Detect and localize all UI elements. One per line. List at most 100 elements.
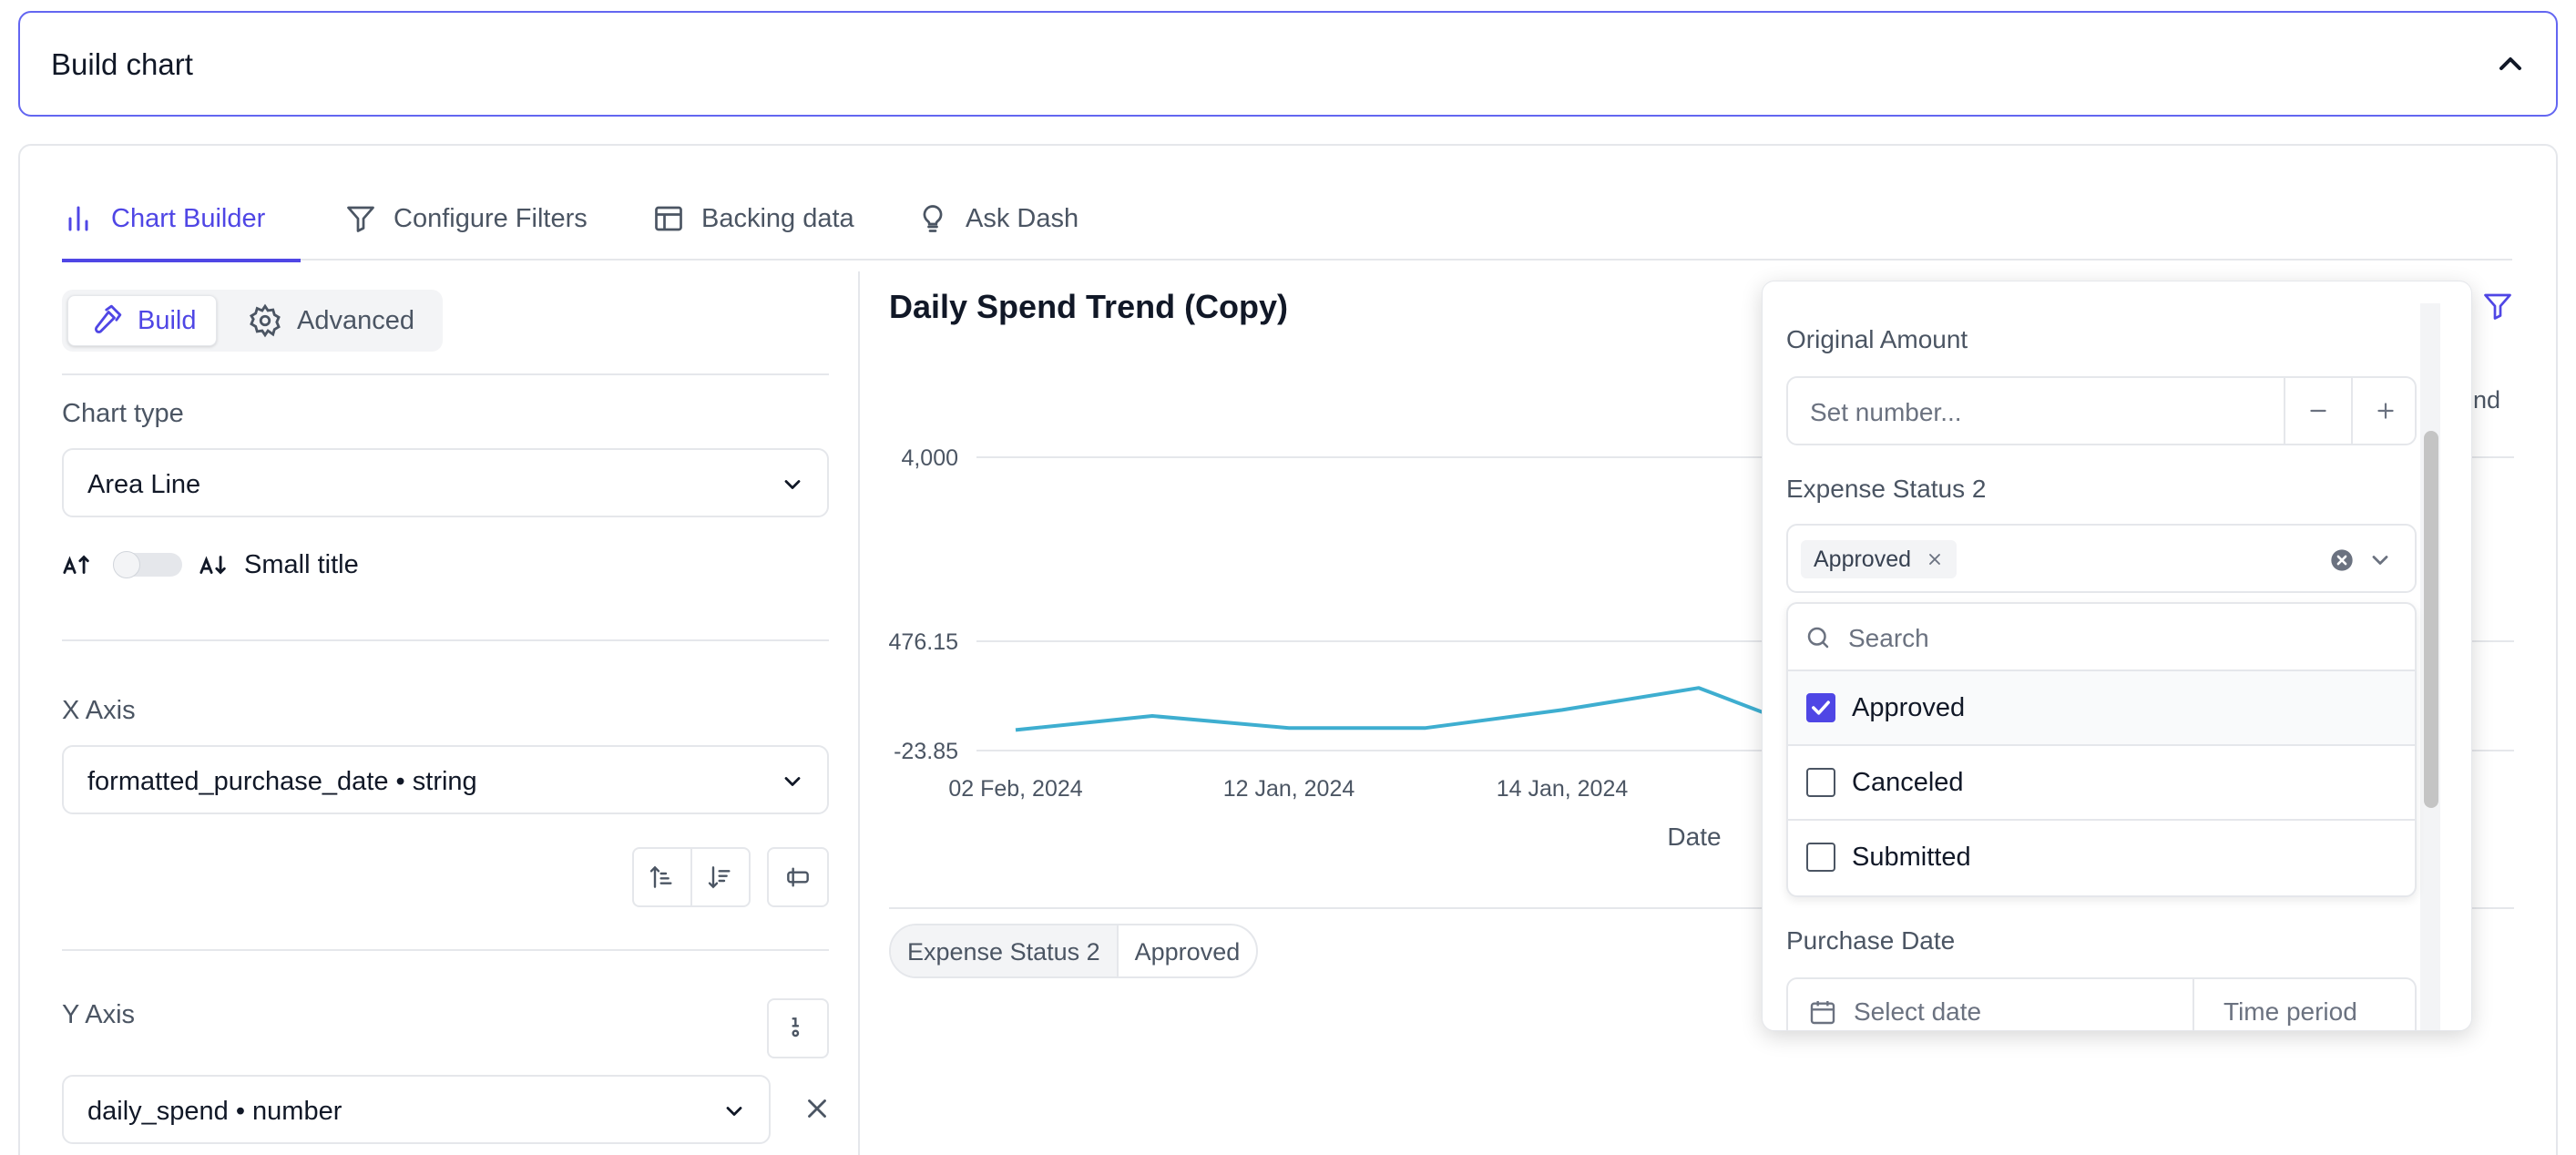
- chart-type-value: Area Line: [87, 470, 201, 499]
- divider: [62, 639, 829, 641]
- expense-status-label: Expense Status 2: [1786, 475, 1987, 503]
- build-chart-header[interactable]: Build chart: [18, 11, 2558, 117]
- number-placeholder: Set number...: [1810, 398, 1962, 426]
- time-period-placeholder: Time period: [2223, 997, 2357, 1026]
- increment-button[interactable]: [2351, 378, 2418, 444]
- small-title-toggle[interactable]: [113, 551, 182, 578]
- advanced-mode-label: Advanced: [297, 305, 414, 335]
- x-axis-title: Date: [1667, 823, 1721, 851]
- chevron-down-icon: [784, 480, 801, 489]
- build-chart-title: Build chart: [51, 47, 193, 81]
- purchase-date-label: Purchase Date: [1786, 926, 1956, 955]
- vertical-separator: [858, 271, 860, 1155]
- x-tick-label: 02 Feb, 2024: [948, 776, 1082, 802]
- chevron-down-icon[interactable]: [2367, 547, 2393, 573]
- x-tick-label: 14 Jan, 2024: [1497, 776, 1629, 802]
- tab-configure-filters[interactable]: Configure Filters: [344, 204, 588, 261]
- y-axis-select[interactable]: daily_spend • number: [62, 1075, 771, 1144]
- sort-ascending-button[interactable]: [632, 847, 692, 907]
- bar-chart-icon: [68, 206, 88, 231]
- expense-status-multiselect[interactable]: Approved: [1786, 524, 2417, 593]
- x-axis-value: formatted_purchase_date • string: [87, 767, 477, 796]
- lightbulb-icon: [923, 205, 943, 232]
- calendar-icon: [1810, 1001, 1835, 1025]
- active-filter-chip[interactable]: Expense Status 2 Approved: [889, 924, 1259, 978]
- y-tick-label: 4,000: [901, 445, 958, 471]
- filter-popover: Original Amount Set number... Expense St…: [1762, 281, 2472, 1031]
- chart-title: Daily Spend Trend (Copy): [889, 288, 1289, 325]
- option-label: Canceled: [1852, 768, 1964, 797]
- search-placeholder: Search: [1848, 624, 1929, 652]
- y-tick-label: -23.85: [894, 739, 958, 764]
- y-tick-label: 476.15: [889, 629, 958, 655]
- small-title-toggle-row: Small title: [62, 547, 359, 583]
- table-icon: [655, 206, 682, 231]
- x-tick-label: 12 Jan, 2024: [1223, 776, 1355, 802]
- filter-icon: [347, 206, 374, 232]
- build-mode-button[interactable]: Build: [67, 295, 217, 346]
- chart-divider: [889, 907, 2514, 909]
- axis-options-button[interactable]: [767, 847, 829, 907]
- chart-type-label: Chart type: [62, 399, 184, 428]
- sort-descending-button[interactable]: [690, 847, 751, 907]
- decrement-button[interactable]: [2284, 378, 2351, 444]
- option-canceled[interactable]: Canceled: [1788, 746, 2415, 821]
- mode-switch: Build Advanced: [62, 290, 443, 352]
- tab-ask-dash[interactable]: Ask Dash: [916, 204, 1078, 261]
- label-tag-icon: [787, 867, 809, 887]
- filter-chip-value: Approved: [1134, 938, 1241, 966]
- gear-icon: [249, 303, 281, 338]
- checkmark-icon: [1812, 700, 1830, 715]
- purchase-date-input[interactable]: Select date Time period: [1786, 977, 2417, 1030]
- minus-icon: [2310, 409, 2326, 413]
- toggle-knob: [113, 551, 140, 578]
- line-chart: 4,000 476.15 -23.85 02 Feb, 2024 12 Jan, 202…: [889, 445, 2514, 851]
- build-mode-label: Build: [138, 305, 197, 335]
- date-field-separator: [2193, 979, 2194, 1030]
- option-label: Approved: [1852, 693, 1966, 722]
- date-placeholder: Select date: [1854, 997, 1982, 1026]
- chevron-down-icon: [784, 777, 801, 786]
- close-icon[interactable]: [802, 1093, 833, 1124]
- y-axis-value: daily_spend • number: [87, 1097, 342, 1126]
- scrollbar-thumb[interactable]: [2424, 431, 2438, 808]
- y-axis-label: Y Axis: [62, 1000, 136, 1029]
- sort-ascending-icon: [649, 865, 672, 888]
- font-size-decrease-icon: [199, 556, 226, 575]
- advanced-mode-button[interactable]: Advanced: [248, 295, 414, 346]
- sort-descending-icon: [708, 866, 731, 889]
- font-size-increase-icon: [63, 555, 89, 574]
- checkbox[interactable]: [1806, 768, 1835, 797]
- chart-type-select[interactable]: Area Line: [62, 448, 829, 517]
- tab-label: Backing data: [701, 204, 854, 233]
- checkbox-checked[interactable]: [1806, 693, 1835, 722]
- selected-tag: Approved: [1801, 540, 1958, 578]
- builder-tabs: Chart Builder Configure Filters Backing …: [62, 191, 2512, 262]
- chevron-up-icon[interactable]: [2492, 46, 2529, 82]
- filter-icon[interactable]: [2481, 290, 2514, 322]
- remove-tag-icon[interactable]: [1926, 550, 1944, 568]
- tab-backing-data[interactable]: Backing data: [652, 204, 854, 261]
- option-label: Submitted: [1852, 843, 1971, 872]
- selected-tag-label: Approved: [1814, 546, 1912, 572]
- status-options-dropdown: Search Approved Canceled Submitted: [1786, 602, 2417, 897]
- plus-icon: [2377, 403, 2394, 419]
- y-axis-sort-button[interactable]: [767, 998, 829, 1058]
- builder-sidebar: Build Advanced Chart type Area Line Smal…: [62, 264, 829, 1155]
- original-amount-input[interactable]: Set number...: [1786, 376, 2417, 445]
- tab-label: Configure Filters: [394, 204, 588, 233]
- divider: [62, 373, 829, 375]
- tab-label: Chart Builder: [111, 204, 266, 233]
- option-submitted[interactable]: Submitted: [1788, 821, 2415, 895]
- hammer-icon: [95, 304, 122, 333]
- x-axis-select[interactable]: formatted_purchase_date • string: [62, 745, 829, 814]
- divider: [62, 949, 829, 951]
- option-approved[interactable]: Approved: [1788, 671, 2415, 746]
- tab-chart-builder[interactable]: Chart Builder: [62, 204, 301, 262]
- search-icon: [1807, 627, 1829, 649]
- checkbox[interactable]: [1806, 843, 1835, 872]
- filter-chip-key: Expense Status 2: [891, 925, 1119, 976]
- options-search[interactable]: Search: [1788, 604, 2415, 671]
- clear-icon[interactable]: [2329, 547, 2355, 573]
- chevron-down-icon: [726, 1107, 742, 1116]
